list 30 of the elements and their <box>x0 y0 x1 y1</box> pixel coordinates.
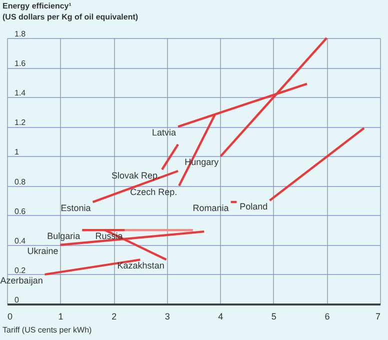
y-tick-label: 0.2 <box>14 266 26 275</box>
series-label: Slovak Rep. <box>112 170 160 181</box>
series-label: Kazakhstan <box>117 260 164 271</box>
y-tick-label: 1.8 <box>14 30 26 38</box>
y-tick-label: 0.4 <box>14 236 26 246</box>
x-tick-label: 0 <box>8 312 13 322</box>
series-label: Bulgaria <box>47 231 80 242</box>
series-label: Estonia <box>60 203 91 214</box>
series-label: Latvia <box>152 128 176 138</box>
y-tick-label: 1.4 <box>14 88 26 98</box>
y-tick-label: 0 <box>14 296 20 304</box>
y-axis-title: Energy efficiency¹ (US dollars per Kg of oil equivalent) <box>2 2 138 22</box>
x-tick-label: 1 <box>58 312 64 322</box>
y-tick-label: 1 <box>14 148 20 157</box>
x-tick-label: 5 <box>271 312 276 322</box>
y-tick-label: 0.8 <box>14 177 26 186</box>
series-label: Ukraine <box>27 246 58 256</box>
y-tick-label: 1.2 <box>14 118 26 128</box>
series-label: Romania <box>192 203 229 214</box>
x-tick-label: 4 <box>218 312 224 322</box>
series-label: Azerbaijan <box>0 275 43 286</box>
x-tick-label: 2 <box>112 312 117 322</box>
y-tick-label: 1.6 <box>14 59 26 68</box>
y-tick-label: 0.6 <box>14 206 26 216</box>
series-label: Czech Rep. <box>130 186 178 197</box>
series-label: Poland <box>240 202 268 212</box>
x-axis-title: Tariff (US cents per kWh) <box>2 326 92 334</box>
x-tick-label: 3 <box>164 312 170 322</box>
x-tick-label: 6 <box>324 312 330 322</box>
x-tick-label: 7 <box>375 312 380 322</box>
